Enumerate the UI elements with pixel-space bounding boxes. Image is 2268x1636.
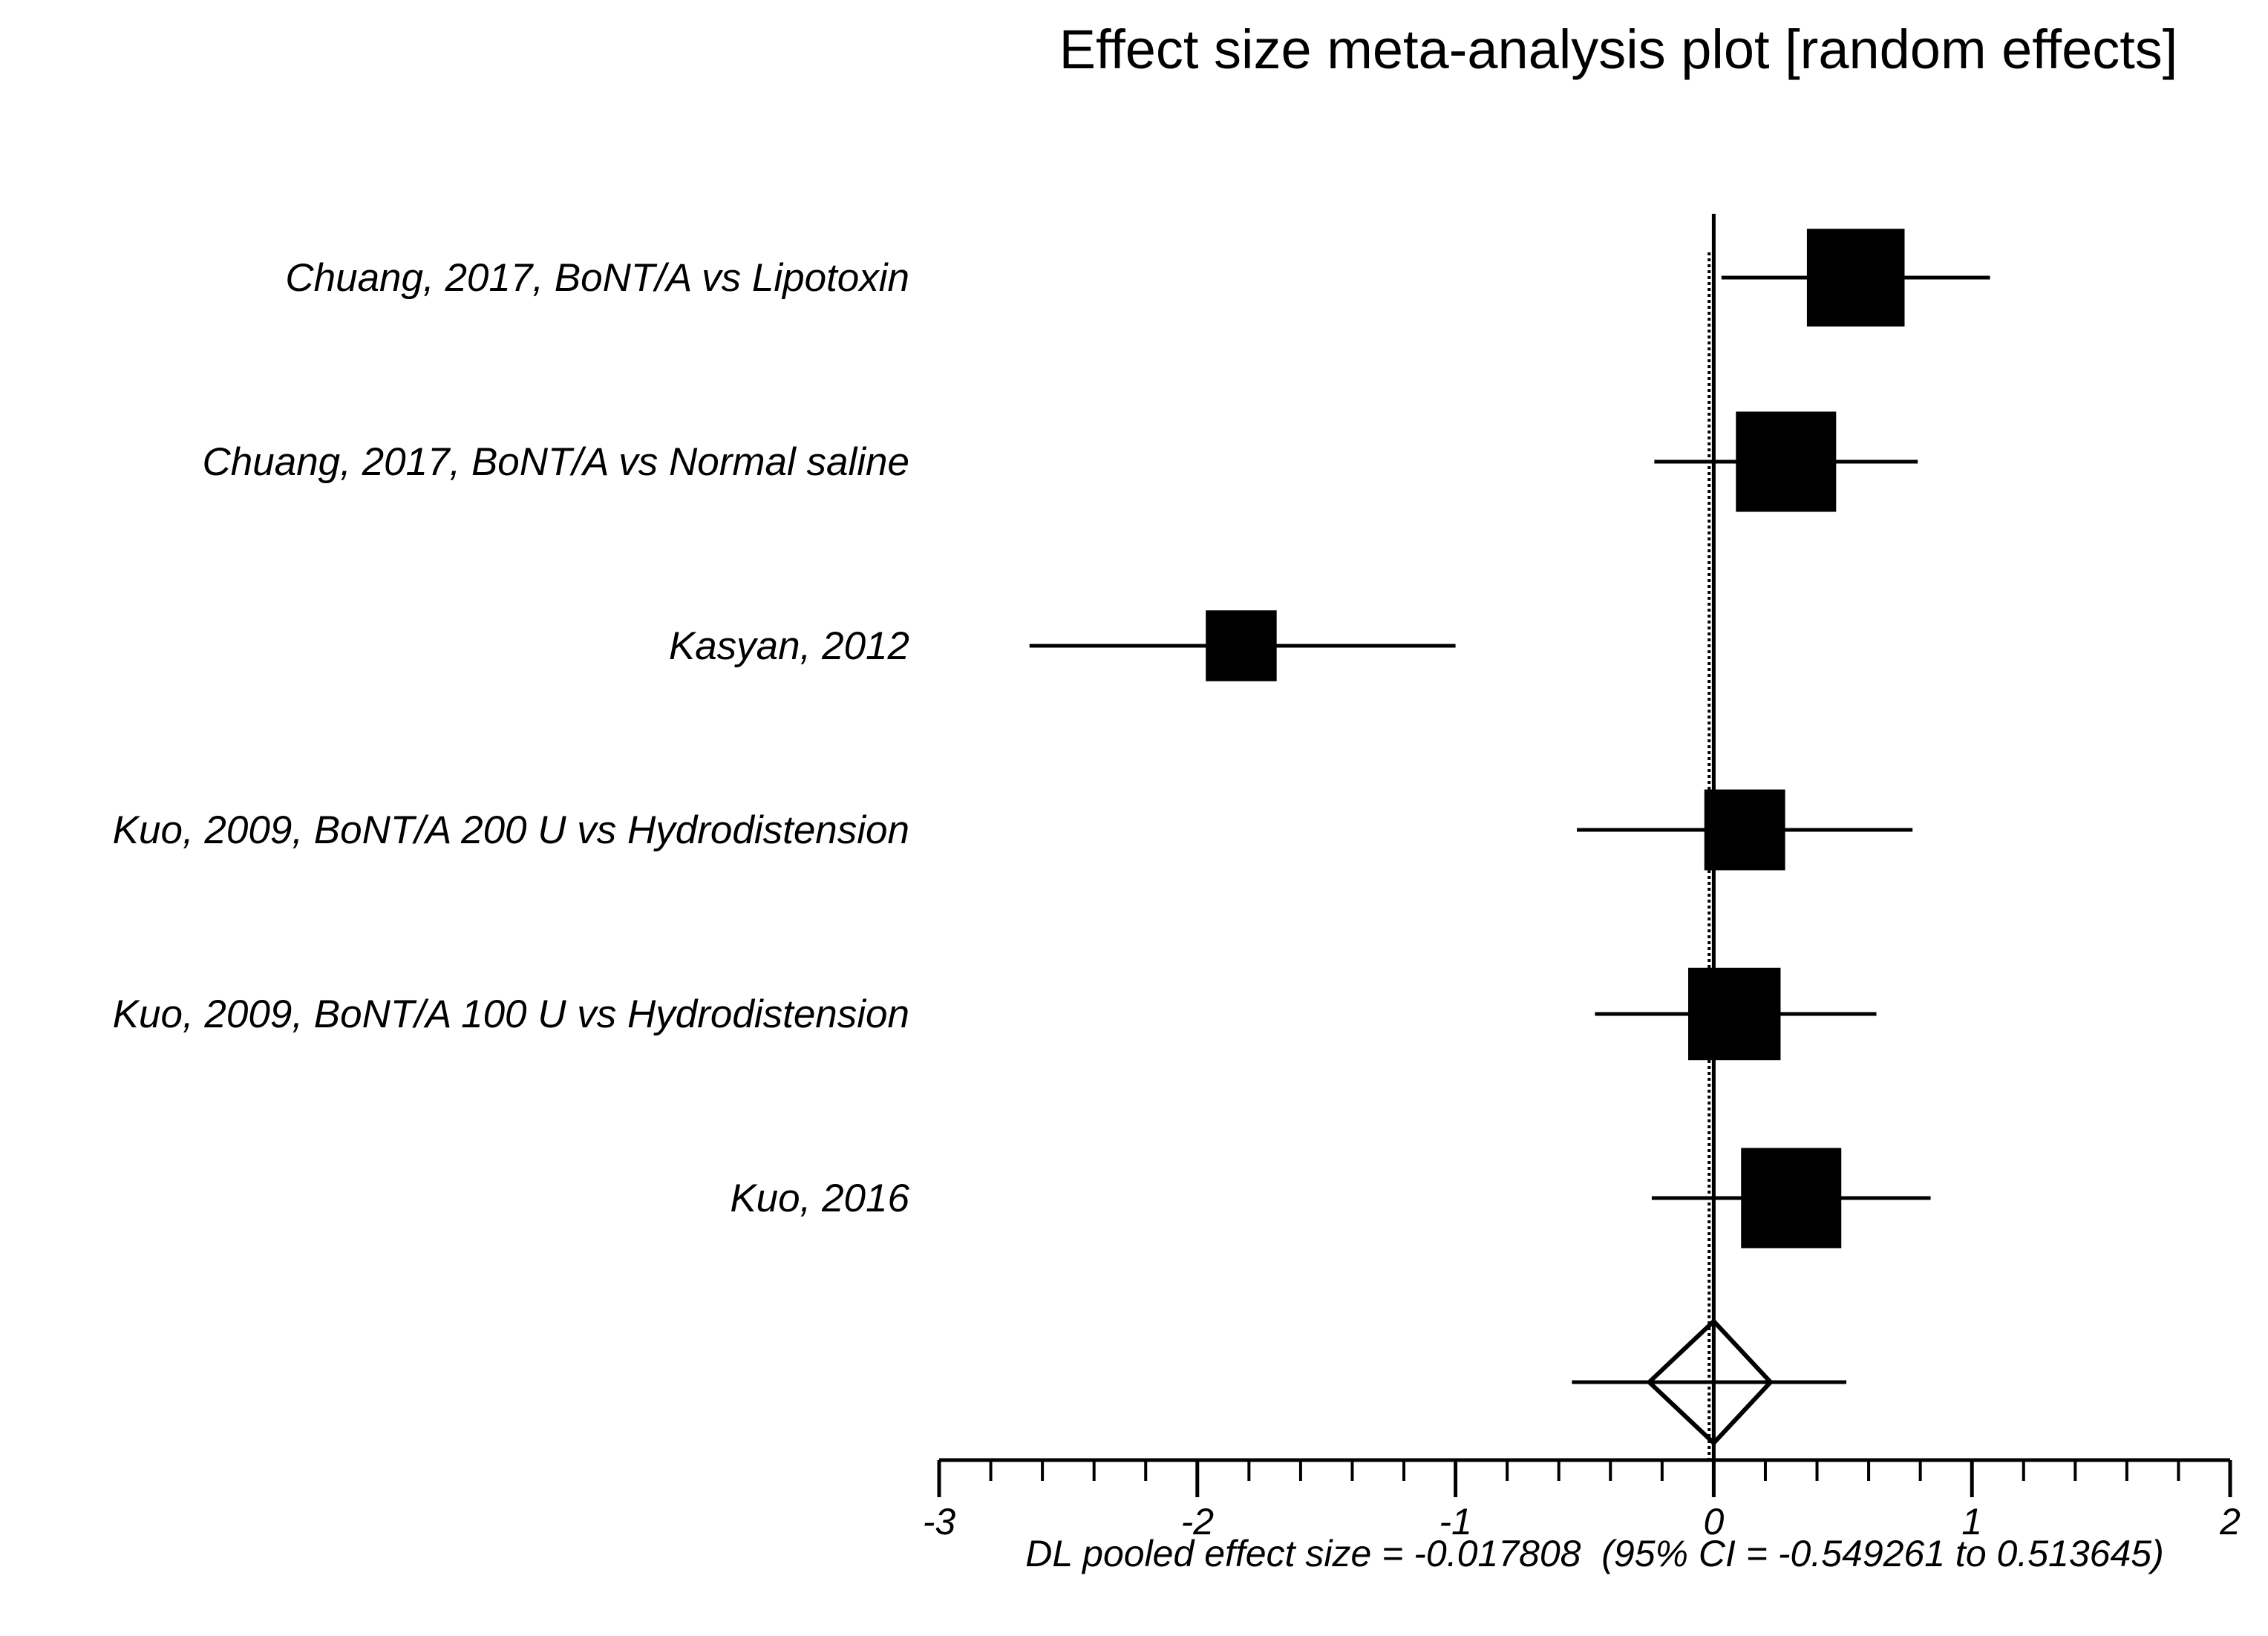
study-label: Kuo, 2009, BoNT/A 200 U vs Hydrodistensi… [113, 808, 909, 852]
study-row: Chuang, 2017, BoNT/A vs Normal saline [203, 411, 1918, 512]
effect-size-marker [1704, 789, 1785, 871]
effect-size-marker [1736, 411, 1837, 512]
pooled-row [1572, 1318, 1847, 1447]
x-axis-tick-label: -2 [1181, 1501, 1215, 1542]
study-label: Chuang, 2017, BoNT/A vs Normal saline [203, 440, 910, 484]
x-axis-tick-label: 2 [2219, 1501, 2241, 1542]
study-label: Chuang, 2017, BoNT/A vs Lipotoxin [285, 256, 909, 300]
effect-size-marker [1206, 610, 1277, 681]
pooled-estimate-summary: DL pooled effect size = -0.017808 (95% C… [1025, 1533, 2163, 1574]
x-axis: -3 -2 -1 0 1 2 [923, 1458, 2241, 1542]
study-label: Kasyan, 2012 [669, 624, 909, 668]
study-row: Kasyan, 2012 [669, 610, 1456, 681]
study-label: Kuo, 2009, BoNT/A 100 U vs Hydrodistensi… [113, 992, 909, 1036]
x-axis-tick-label: 0 [1703, 1501, 1724, 1542]
chart-title: Effect size meta-analysis plot [random e… [1059, 19, 2178, 80]
plot-area: Chuang, 2017, BoNT/A vs Lipotoxin Chuang,… [113, 214, 2241, 1542]
effect-size-marker [1687, 967, 1781, 1061]
x-axis-tick-label: -3 [923, 1501, 956, 1542]
effect-size-marker [1741, 1148, 1842, 1249]
study-row: Kuo, 2016 [730, 1148, 1931, 1249]
x-axis-tick-label: 1 [1961, 1501, 1982, 1542]
x-axis-tick-label: -1 [1439, 1501, 1471, 1542]
pooled-diamond [1646, 1318, 1774, 1447]
study-row: Chuang, 2017, BoNT/A vs Lipotoxin [285, 229, 1990, 327]
study-label: Kuo, 2016 [730, 1177, 909, 1220]
study-row: Kuo, 2009, BoNT/A 200 U vs Hydrodistensi… [113, 789, 1913, 871]
study-row: Kuo, 2009, BoNT/A 100 U vs Hydrodistensi… [113, 967, 1877, 1061]
effect-size-marker [1806, 229, 1905, 327]
